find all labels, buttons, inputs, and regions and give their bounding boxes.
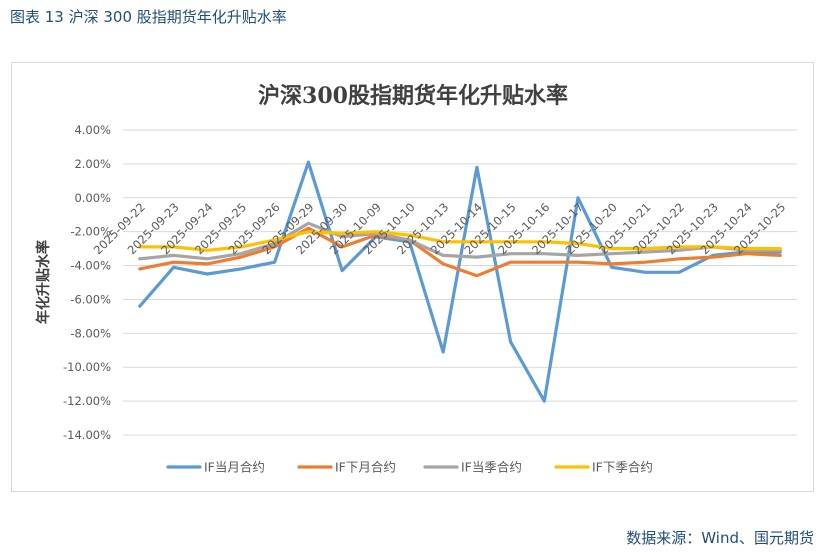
legend: IF当月合约 IF下月合约 IF当季合约 IF下季合约	[166, 460, 653, 475]
legend-label: IF当月合约	[204, 460, 265, 475]
figure-caption: 图表 13 沪深 300 股指期货年化升贴水率	[10, 8, 287, 26]
y-tick-label: -10.00%	[63, 360, 111, 374]
y-axis-label: 年化升贴水率	[35, 240, 52, 324]
chart-frame	[11, 62, 814, 492]
y-tick-labels: 4.00% 2.00% 0.00% -2.00% -4.00% -6.00% -8.00% -…	[63, 123, 111, 442]
y-tick-label: -4.00%	[70, 259, 111, 273]
y-tick-label: -6.00%	[70, 292, 111, 306]
legend-label: IF当季合约	[461, 460, 522, 475]
series-lines	[138, 160, 782, 403]
chart-title: 沪深300股指期货年化升贴水率	[258, 83, 568, 109]
gridlines	[123, 129, 797, 436]
y-tick-label: -2.00%	[70, 225, 111, 239]
series-line	[138, 221, 782, 261]
series-line	[138, 230, 782, 252]
y-tick-label: -8.00%	[70, 326, 111, 340]
y-tick-label: -14.00%	[63, 428, 111, 442]
series-line	[138, 160, 782, 403]
y-tick-label: 2.00%	[74, 157, 111, 171]
source-note: 数据来源：Wind、国元期货	[626, 529, 814, 547]
y-tick-label: -12.00%	[63, 394, 111, 408]
legend-label: IF下月合约	[335, 460, 396, 475]
y-tick-label: 4.00%	[74, 123, 111, 137]
legend-label: IF下季合约	[592, 460, 653, 475]
y-tick-label: 0.00%	[74, 191, 111, 205]
series-line	[138, 226, 782, 278]
